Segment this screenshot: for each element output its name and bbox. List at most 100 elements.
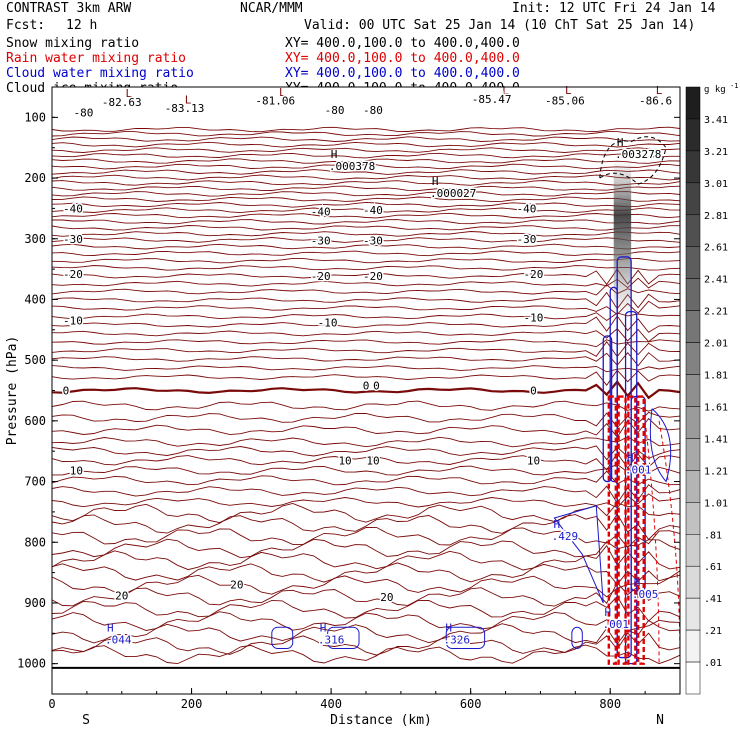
snow-shading xyxy=(613,159,632,318)
contour-line xyxy=(52,463,681,476)
contour-line xyxy=(51,632,681,656)
colorbar-label: 2.41 xyxy=(704,275,728,286)
colorbar-swatch xyxy=(685,310,701,343)
colorbar-label: 1.81 xyxy=(704,371,728,382)
x-axis-label: Distance (km) xyxy=(330,713,432,728)
temperature-contour-label: -20 xyxy=(311,270,331,283)
contour-line xyxy=(51,231,681,237)
snow-max-value: .003278 xyxy=(615,148,661,161)
contour-line xyxy=(51,180,681,186)
temperature-contour-label: -30 xyxy=(311,235,331,248)
contour-line xyxy=(51,136,681,142)
colorbar-swatch xyxy=(685,661,701,695)
colorbar-label: 3.41 xyxy=(704,115,728,126)
contour-line xyxy=(51,250,681,257)
contour-line xyxy=(51,169,681,175)
rain-water-contour xyxy=(617,395,627,665)
rain-water-contour xyxy=(607,395,618,665)
colorbar-label: 1.01 xyxy=(704,498,728,509)
contour-line xyxy=(51,452,681,471)
contour-line xyxy=(51,141,681,148)
cloud-water-max-marker: H xyxy=(604,606,611,619)
colorbar-swatch xyxy=(685,565,701,599)
low-marker: L xyxy=(502,84,509,97)
fcst-label: Fcst: xyxy=(6,18,46,33)
colorbar-swatch xyxy=(685,470,701,503)
colorbar-swatch xyxy=(685,86,701,120)
low-marker: L xyxy=(656,84,663,97)
colorbar-swatch xyxy=(685,534,701,567)
contour-line xyxy=(51,201,681,208)
contour-line xyxy=(51,212,681,219)
contour-line xyxy=(51,158,681,164)
legend-snow-xy: XY= 400.0,100.0 to 400.0,400.0 xyxy=(285,36,520,51)
legend-cloud-water-xy: XY= 400.0,100.0 to 400.0,400.0 xyxy=(285,66,520,81)
colorbar-swatch xyxy=(685,406,701,439)
x-tick-label: 200 xyxy=(181,697,203,711)
contour-line xyxy=(51,436,681,448)
y-tick-label: 500 xyxy=(24,353,46,367)
cloud-water-contour xyxy=(571,626,583,649)
temperature-contour-label: -30 xyxy=(363,235,383,248)
snow-max-value: .000027 xyxy=(430,187,476,200)
colorbar-swatch xyxy=(685,502,701,535)
rain-water-contour xyxy=(644,420,660,664)
contour-line xyxy=(51,595,681,622)
temperature-contour-label: 20 xyxy=(230,579,243,592)
contour-line xyxy=(51,369,681,386)
snow-max-value: .000378 xyxy=(329,160,375,173)
contour-line xyxy=(51,411,681,429)
colorbar-label: .61 xyxy=(704,562,722,573)
cloud-water-max-marker: H xyxy=(627,451,634,464)
colorbar-label: 2.61 xyxy=(704,243,728,254)
cloud-water-max-value: .001 xyxy=(625,463,652,476)
cloud-water-max-marker: H xyxy=(445,621,452,634)
colorbar-label: 1.21 xyxy=(704,466,728,477)
temperature-contour-label: -20 xyxy=(363,270,383,283)
legend-rain-xy: XY= 400.0,100.0 to 400.0,400.0 xyxy=(285,51,520,66)
contour-line xyxy=(51,207,681,214)
colorbar-swatch xyxy=(685,374,701,407)
temperature-contour-label: -30 xyxy=(517,233,537,246)
contour-labels: L L L L L L -80 -80 -80 -40 -40 -40 -40 -30 -30 -30 -30 -… xyxy=(61,84,673,648)
x-tick-label: 400 xyxy=(320,697,342,711)
cloud-ice-contour xyxy=(599,136,667,185)
colorbar-label: 2.21 xyxy=(704,307,728,318)
contour-line xyxy=(51,130,681,137)
contour-line xyxy=(51,191,681,197)
temperature-contour-label: -40 xyxy=(311,205,331,218)
temperature-contour-label: 10 xyxy=(366,454,379,467)
contour-line xyxy=(51,493,681,509)
colorbar-swatch xyxy=(685,214,701,247)
temperature-contour-label: 20 xyxy=(380,591,393,604)
snow-max-marker: H xyxy=(331,148,338,161)
contour-line xyxy=(51,225,680,231)
colorbar-swatch xyxy=(685,278,701,311)
fcst-value: 12 h xyxy=(66,18,98,33)
cloud-water-max-marker: H xyxy=(634,576,641,589)
temperature-contour-label: -80 xyxy=(325,104,345,117)
temperature-contour-label: -80 xyxy=(363,104,383,117)
contour-line xyxy=(51,379,681,400)
contour-line xyxy=(51,152,680,159)
colorbar-label: 2.81 xyxy=(704,211,728,222)
contour-line xyxy=(51,400,681,412)
contour-line xyxy=(51,445,681,461)
temperature-contour-label: 0 xyxy=(373,380,380,393)
temperature-contour-label: -30 xyxy=(63,233,83,246)
contour-line xyxy=(51,268,681,286)
cloud-water-contour xyxy=(445,626,486,649)
minimum-value-label: -86.6 xyxy=(639,94,672,107)
temperature-contour-label: -10 xyxy=(318,317,338,330)
contour-line xyxy=(51,417,681,438)
temperature-contour-label: 10 xyxy=(338,454,351,467)
contour-line xyxy=(51,257,681,264)
temperature-contour-label: -40 xyxy=(63,202,83,215)
minimum-value-label: -82.63 xyxy=(102,96,142,109)
temperature-contour-label: -10 xyxy=(63,315,83,328)
temperature-contour-label: 0 xyxy=(363,380,370,393)
x-end-label-north: N xyxy=(656,713,664,728)
y-tick-label: 400 xyxy=(24,292,46,306)
